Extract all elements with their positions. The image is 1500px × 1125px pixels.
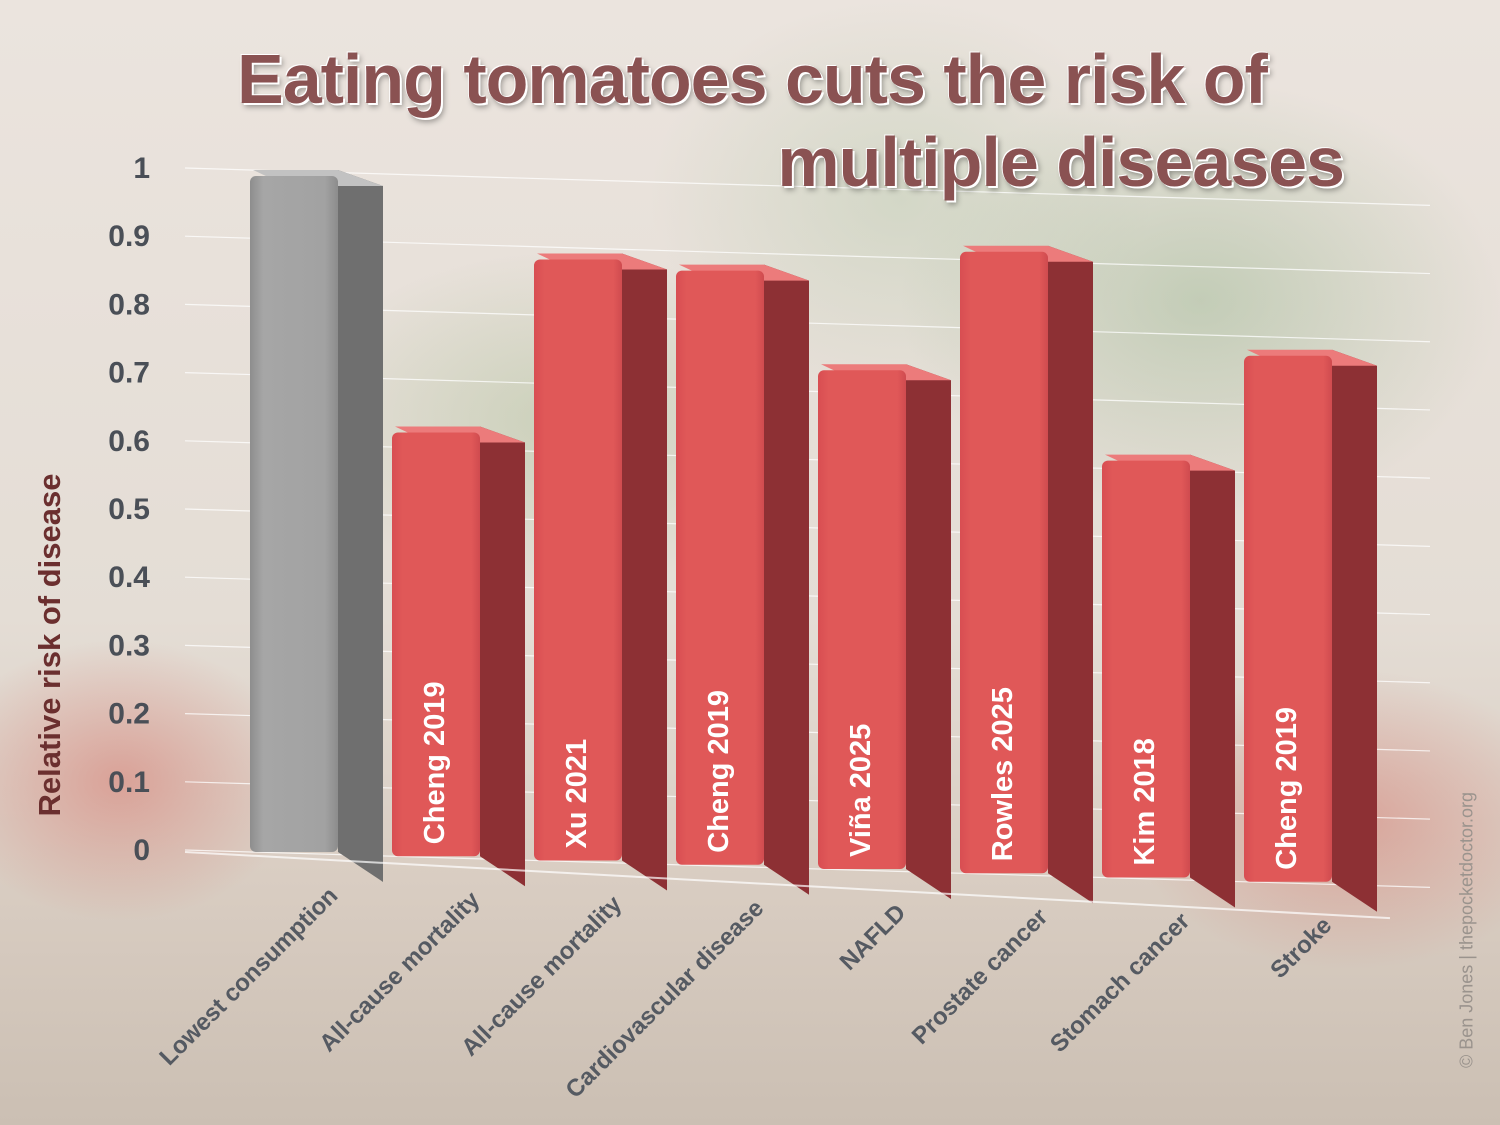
bar-front-face [818, 370, 906, 869]
bar: Kim 2018 [1102, 454, 1235, 908]
x-category-label: Stroke [1265, 912, 1337, 984]
y-tick-label: 0.2 [108, 698, 150, 731]
x-category-label: All-cause mortality [456, 890, 627, 1061]
x-category-label: Prostate cancer [907, 903, 1053, 1049]
y-tick-label: 0.7 [108, 357, 150, 390]
bar-side-face [338, 169, 383, 882]
x-category-label: Lowest consumption [154, 882, 343, 1071]
reference-bar [250, 169, 383, 882]
chart-title-line-1: Eating tomatoes cuts the risk of [237, 40, 1268, 118]
y-tick-label: 1 [133, 152, 150, 185]
y-tick-label: 0.8 [108, 288, 150, 321]
bar-study-label: Cheng 2019 [703, 690, 735, 853]
y-tick-label: 0 [133, 834, 150, 867]
bar-side-face [622, 253, 667, 891]
y-axis-title: Relative risk of disease [32, 474, 67, 817]
bar: Rowles 2025 [960, 245, 1093, 904]
bar: Viña 2025 [818, 364, 951, 899]
bar-front-face [1102, 460, 1190, 878]
bar-side-face [906, 364, 951, 899]
bar-front-face [676, 270, 764, 865]
bar-study-label: Viña 2025 [845, 724, 877, 857]
bar-front-face [392, 432, 480, 857]
credit-watermark: © Ben Jones | thepocketdoctor.org [1456, 791, 1477, 1069]
chart-floor-line [184, 851, 1391, 920]
y-tick-label: 0.9 [108, 220, 150, 253]
bar-front-face [960, 251, 1048, 874]
bar-side-face [1332, 349, 1377, 912]
y-tick-label: 0.6 [108, 425, 150, 458]
x-category-label: All-cause mortality [314, 886, 485, 1057]
y-tick-label: 0.5 [108, 493, 150, 526]
bar: Xu 2021 [534, 253, 667, 891]
bar-front-face [534, 259, 622, 861]
bar-side-face [1048, 245, 1093, 904]
x-category-label: Stomach cancer [1045, 908, 1195, 1058]
bar-side-face [480, 426, 525, 887]
gridline [184, 167, 1431, 206]
bar-study-label: Cheng 2019 [419, 681, 451, 844]
bar: Cheng 2019 [676, 264, 809, 895]
bar: Cheng 2019 [1244, 349, 1377, 912]
bar: Cheng 2019 [392, 426, 525, 887]
bar-front-face [250, 175, 338, 852]
y-tick-label: 0.1 [108, 766, 150, 799]
bar-study-label: Cheng 2019 [1271, 707, 1303, 870]
bar-study-label: Xu 2021 [561, 739, 593, 849]
gridline [184, 235, 1431, 275]
x-category-label: NAFLD [835, 899, 912, 976]
bar-side-face [764, 264, 809, 895]
bar-study-label: Kim 2018 [1129, 738, 1161, 865]
chart-title-line-2: multiple diseases [777, 123, 1345, 201]
bar-front-face [1244, 355, 1332, 882]
bar-study-label: Rowles 2025 [987, 687, 1019, 861]
y-tick-label: 0.3 [108, 629, 150, 662]
bar-side-face [1190, 454, 1235, 908]
y-tick-label: 0.4 [108, 561, 150, 594]
